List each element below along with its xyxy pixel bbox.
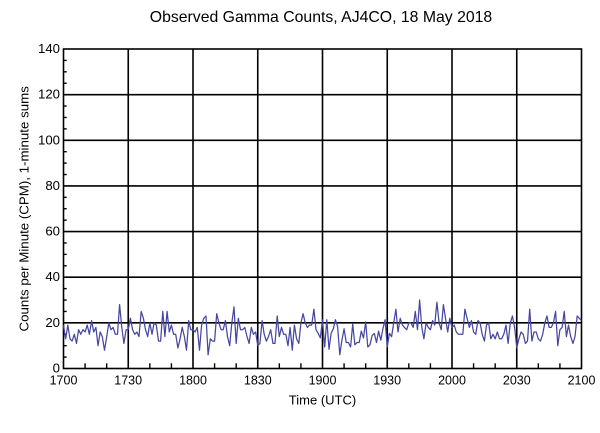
- svg-text:Counts per Minute (CPM), 1-min: Counts per Minute (CPM), 1-minute sums: [17, 86, 32, 332]
- svg-text:1730: 1730: [114, 374, 142, 388]
- svg-text:2000: 2000: [438, 374, 466, 388]
- svg-text:2100: 2100: [568, 374, 596, 388]
- svg-text:1830: 1830: [244, 374, 272, 388]
- svg-text:1900: 1900: [309, 374, 337, 388]
- svg-text:0: 0: [53, 361, 60, 376]
- svg-text:Observed Gamma Counts, AJ4CO,: Observed Gamma Counts, AJ4CO, 18 May 201…: [150, 9, 493, 26]
- svg-text:60: 60: [45, 224, 60, 239]
- svg-text:120: 120: [38, 87, 60, 102]
- svg-text:40: 40: [45, 269, 60, 284]
- svg-text:20: 20: [45, 315, 60, 330]
- svg-text:1700: 1700: [50, 374, 78, 388]
- svg-text:140: 140: [38, 41, 60, 56]
- svg-text:1930: 1930: [373, 374, 401, 388]
- svg-text:Time (UTC): Time (UTC): [289, 393, 356, 408]
- svg-text:100: 100: [38, 132, 60, 147]
- svg-text:1800: 1800: [179, 374, 207, 388]
- svg-text:80: 80: [45, 178, 60, 193]
- svg-text:2030: 2030: [503, 374, 531, 388]
